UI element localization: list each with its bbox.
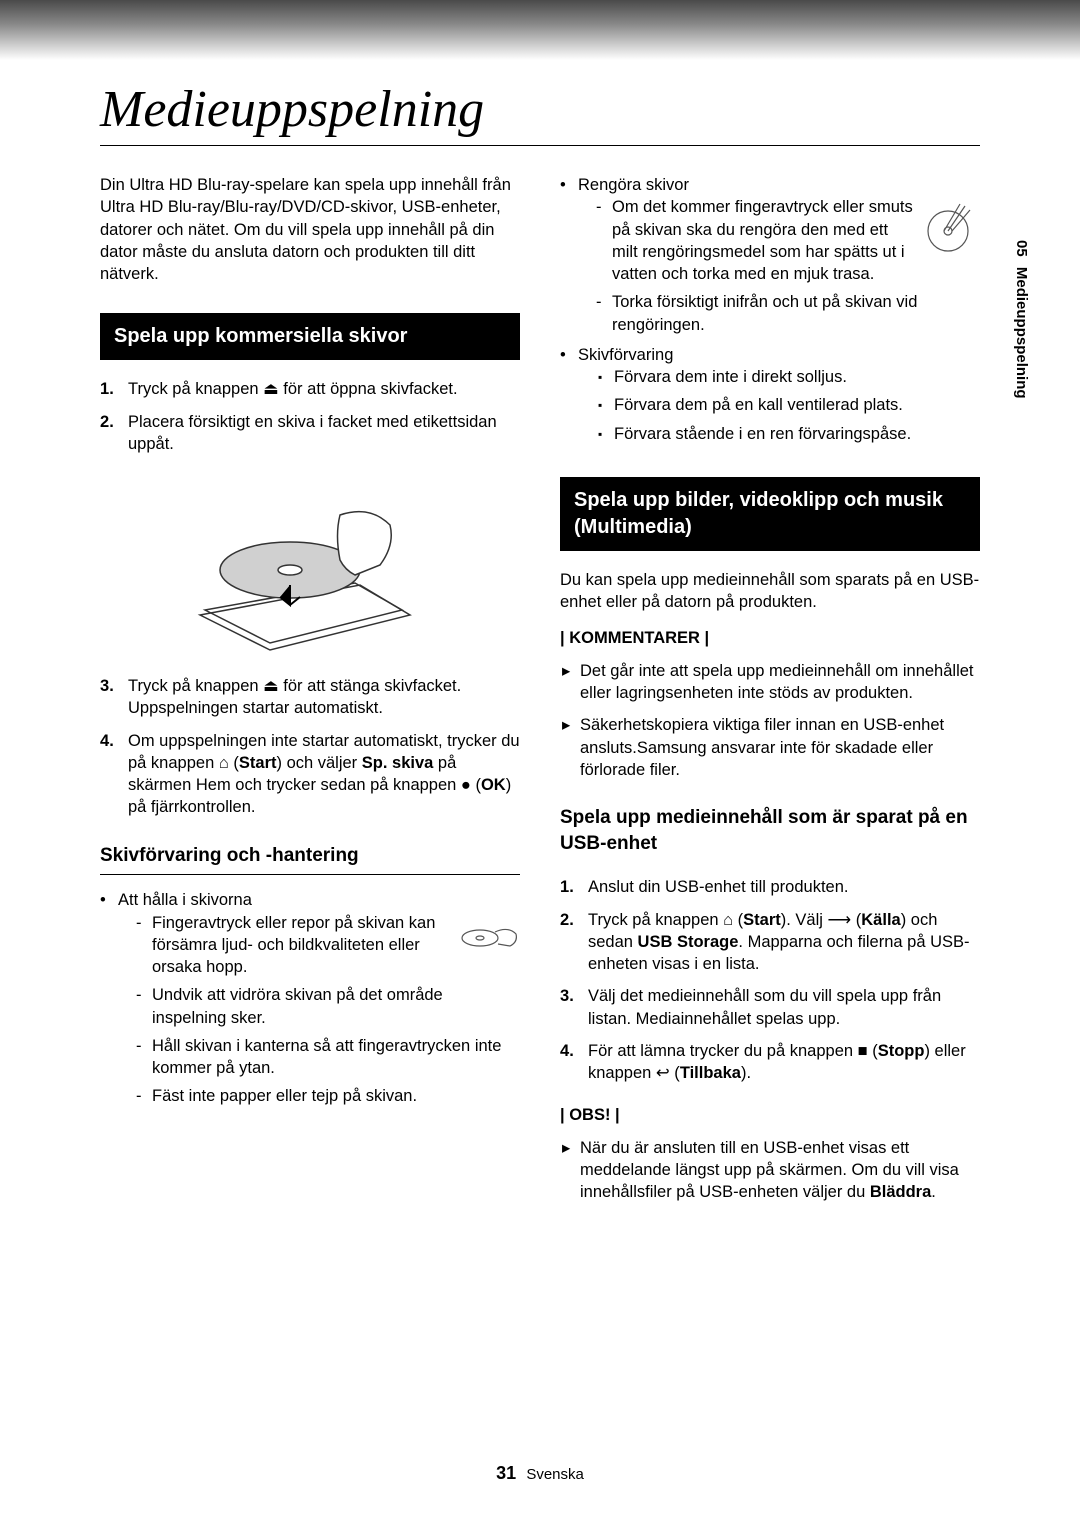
section-header-commercial-discs: Spela upp kommersiella skivor — [100, 313, 520, 360]
handling-dash-4: Fäst inte papper eller tejp på skivan. — [136, 1085, 520, 1107]
step-2: Placera försiktigt en skiva i facket med… — [100, 411, 520, 456]
usb-subheading: Spela upp medieinnehåll som är sparat på… — [560, 805, 980, 862]
comments-label: | KOMMENTARER | — [560, 627, 980, 649]
chapter-number: 05 — [1013, 240, 1030, 257]
left-column: Din Ultra HD Blu-ray-spelare kan spela u… — [100, 174, 520, 1214]
page-number: 31 — [496, 1463, 516, 1483]
handling-dash-2: Undvik att vidröra skivan på det område … — [136, 984, 520, 1029]
comment-2: Säkerhetskopiera viktiga filer innan en … — [560, 714, 980, 781]
cleaning-bullet: Rengöra skivor Om det kommer fingeravtry… — [560, 174, 980, 336]
storage-sq-3: Förvara stående i en ren förvaringspåse. — [596, 423, 980, 445]
usb-step-4: För att lämna trycker du på knappen ■ (S… — [560, 1040, 980, 1085]
page-footer: 31 Svenska — [0, 1463, 1080, 1484]
storage-sq-2: Förvara dem på en kall ventilerad plats. — [596, 394, 980, 416]
disc-tray-illustration — [180, 475, 440, 655]
usb-step-1: Anslut din USB-enhet till produkten. — [560, 876, 980, 898]
section-header-multimedia: Spela upp bilder, videoklipp och musik (… — [560, 477, 980, 551]
side-tab: 05 Medieuppspelning — [1013, 240, 1030, 399]
multimedia-intro: Du kan spela upp medieinnehåll som spara… — [560, 569, 980, 614]
handling-list: Att hålla i skivorna Fingeravtryck eller — [100, 889, 520, 1113]
storage-bullet: Skivförvaring Förvara dem inte i direkt … — [560, 344, 980, 445]
cleaning-dash-2: Torka försiktigt inifrån och ut på skiva… — [596, 291, 980, 336]
footer-language: Svenska — [526, 1466, 584, 1483]
step-3: Tryck på knappen ⏏ för att stänga skivfa… — [100, 675, 520, 720]
storage-sq-1: Förvara dem inte i direkt solljus. — [596, 366, 980, 388]
subheading-storage-handling: Skivförvaring och -hantering — [100, 843, 520, 876]
steps-list-open: Tryck på knappen ⏏ för att öppna skivfac… — [100, 378, 520, 455]
disc-cleaning-icon — [920, 196, 980, 256]
intro-text: Din Ultra HD Blu-ray-spelare kan spela u… — [100, 174, 520, 285]
hand-holding-disc-icon — [460, 912, 520, 958]
obs-label: | OBS! | — [560, 1104, 980, 1126]
page-title: Medieuppspelning — [100, 80, 980, 146]
chapter-label: Medieuppspelning — [1013, 267, 1030, 399]
step-1: Tryck på knappen ⏏ för att öppna skivfac… — [100, 378, 520, 400]
handling-bullet: Att hålla i skivorna Fingeravtryck eller — [100, 889, 520, 1113]
handling-dash-3: Håll skivan i kanterna så att fingeravtr… — [136, 1035, 520, 1080]
usb-step-3: Välj det medieinnehåll som du vill spela… — [560, 985, 980, 1030]
usb-step-2: Tryck på knappen ⌂ (Start). Välj ⟶ (Käll… — [560, 909, 980, 976]
obs-list: När du är ansluten till en USB-enhet vis… — [560, 1137, 980, 1204]
obs-item: När du är ansluten till en USB-enhet vis… — [560, 1137, 980, 1204]
comments-list: Det går inte att spela upp medieinnehåll… — [560, 660, 980, 781]
step-4: Om uppspelningen inte startar automatisk… — [100, 730, 520, 819]
cleaning-list: Rengöra skivor Om det kommer fingeravtry… — [560, 174, 980, 453]
cleaning-dash-1: Om det kommer fingeravtryck eller smuts … — [596, 196, 980, 285]
usb-steps: Anslut din USB-enhet till produkten. Try… — [560, 876, 980, 1084]
steps-list-close: Tryck på knappen ⏏ för att stänga skivfa… — [100, 675, 520, 819]
handling-dash-1: Fingeravtryck eller repor på skivan kan … — [136, 912, 520, 979]
comment-1: Det går inte att spela upp medieinnehåll… — [560, 660, 980, 705]
right-column: Rengöra skivor Om det kommer fingeravtry… — [560, 174, 980, 1214]
